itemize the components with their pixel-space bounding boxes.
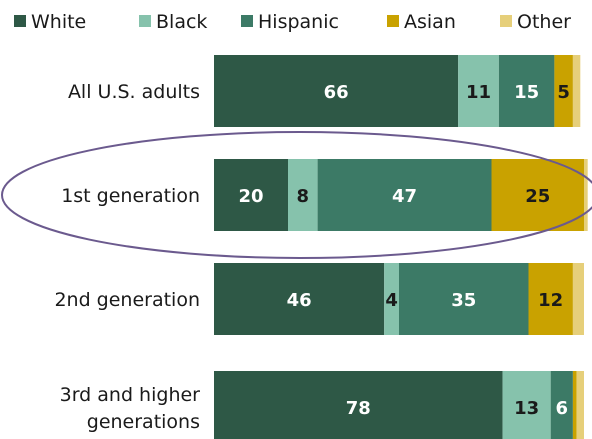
highlight-ellipse bbox=[1, 131, 592, 259]
bar-segment-other-0 bbox=[572, 55, 581, 127]
legend-label-black: Black bbox=[156, 11, 207, 33]
legend-swatch-hispanic bbox=[241, 15, 253, 27]
bar-segment-asian-2 bbox=[528, 263, 573, 335]
bar-segment-white-3 bbox=[214, 371, 503, 439]
data-label-hispanic-3: 6 bbox=[556, 398, 569, 419]
legend-label-asian: Asian bbox=[404, 11, 456, 33]
bar-segment-hispanic-3 bbox=[550, 371, 573, 439]
bar-segment-asian-0 bbox=[554, 55, 573, 127]
category-label-0: All U.S. adults bbox=[68, 81, 200, 103]
highlight-layer bbox=[1, 131, 592, 259]
data-label-white-0: 66 bbox=[324, 82, 349, 103]
data-label-asian-0: 5 bbox=[557, 82, 570, 103]
legend-label-white: White bbox=[31, 11, 86, 33]
legend-swatch-asian bbox=[387, 15, 399, 27]
bar-segment-black-0 bbox=[458, 55, 499, 127]
data-label-black-0: 11 bbox=[466, 82, 491, 103]
bar-segment-asian-3 bbox=[572, 371, 577, 439]
data-label-white-3: 78 bbox=[346, 398, 371, 419]
bar-segment-white-2 bbox=[214, 263, 385, 335]
legend-swatch-other bbox=[500, 15, 512, 27]
data-label-black-1: 8 bbox=[297, 186, 310, 207]
data-label-white-1: 20 bbox=[238, 186, 263, 207]
legend-label-hispanic: Hispanic bbox=[258, 11, 339, 33]
data-label-hispanic-1: 47 bbox=[392, 186, 417, 207]
bar-segment-white-1 bbox=[214, 159, 288, 231]
bar-segment-hispanic-0 bbox=[498, 55, 555, 127]
bar-segment-asian-1 bbox=[491, 159, 584, 231]
legend-swatch-black bbox=[139, 15, 151, 27]
category-label-3: 3rd and higher generations bbox=[60, 384, 201, 433]
bar-segment-other-1 bbox=[584, 159, 588, 231]
legend-swatch-white bbox=[14, 15, 26, 27]
bar-segment-hispanic-2 bbox=[399, 263, 529, 335]
data-label-black-2: 4 bbox=[385, 290, 398, 311]
bar-segment-other-2 bbox=[572, 263, 584, 335]
category-label-1: 1st generation bbox=[61, 185, 200, 207]
bar-segment-black-3 bbox=[502, 371, 551, 439]
bar-segment-white-0 bbox=[214, 55, 459, 127]
bar-segment-black-1 bbox=[288, 159, 318, 231]
chart-legend: White Black Hispanic Asian Other bbox=[14, 11, 571, 33]
bar-segment-hispanic-1 bbox=[317, 159, 492, 231]
data-label-hispanic-0: 15 bbox=[514, 82, 539, 103]
bar-segment-other-3 bbox=[576, 371, 584, 439]
data-label-white-2: 46 bbox=[287, 290, 312, 311]
category-labels: All U.S. adults 1st generation 2nd generat… bbox=[54, 81, 200, 433]
data-label-hispanic-2: 35 bbox=[451, 290, 476, 311]
data-label-asian-2: 12 bbox=[538, 290, 563, 311]
legend-label-other: Other bbox=[517, 11, 571, 33]
bar-segment-black-2 bbox=[384, 263, 399, 335]
data-label-asian-1: 25 bbox=[525, 186, 550, 207]
category-label-2: 2nd generation bbox=[54, 289, 200, 311]
data-label-black-3: 13 bbox=[514, 398, 539, 419]
chart-bars: 66 11 15 5 20 8 47 25 46 4 35 12 78 13 6 bbox=[214, 55, 588, 439]
